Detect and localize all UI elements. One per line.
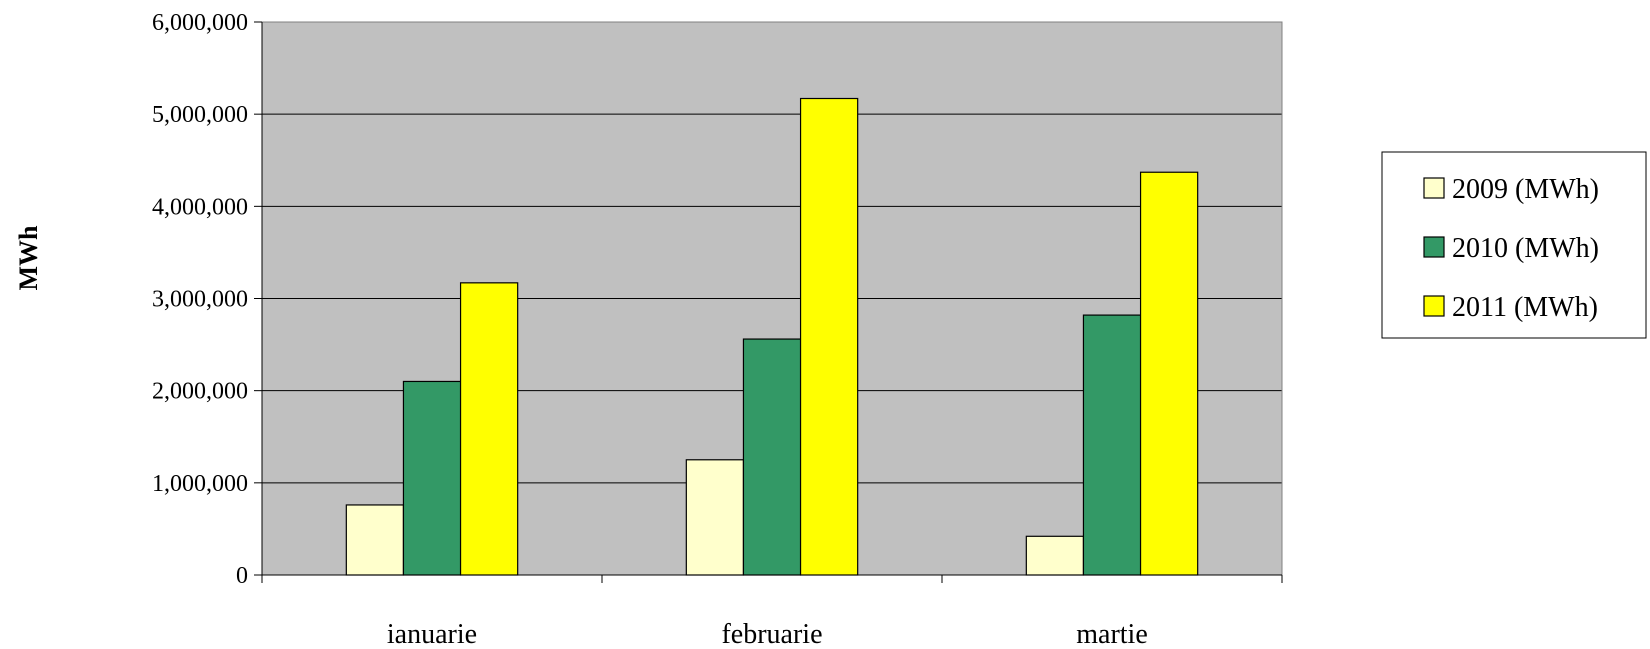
bar-2-martie [1082,314,1142,576]
legend-label: 2009 (MWh) [1452,174,1599,205]
y-tick-label: 6,000,000 [152,10,248,36]
bar-1-martie [1025,535,1085,576]
x-category-label: februarie [721,619,822,649]
bar-2-februarie [742,338,802,576]
y-tick-labels: 0 1,000,000 2,000,000 3,000,000 4,000,000 5,0… [152,10,248,589]
legend-swatch [1423,177,1445,199]
legend-swatch [1423,295,1445,317]
x-category-labels: ianuarie februarie martie [387,619,1148,649]
legend-swatch [1423,236,1445,258]
legend-label: 2011 (MWh) [1452,292,1598,323]
x-category-label: martie [1076,619,1148,649]
y-axis-label: MWh [14,225,43,291]
bar-3-februarie [799,97,859,576]
bar-2-ianuarie [402,380,462,576]
y-tick-label: 0 [236,563,248,589]
bar-3-ianuarie [459,282,519,576]
y-tick-label: 2,000,000 [152,379,248,405]
y-tick-label: 5,000,000 [152,102,248,128]
y-tick-label: 4,000,000 [152,194,248,220]
y-tick-label: 1,000,000 [152,471,248,497]
legend-label: 2010 (MWh) [1452,233,1599,264]
bars [345,97,1199,576]
bar-1-februarie [685,459,745,576]
y-tick-label: 3,000,000 [152,287,248,313]
axes [254,21,1283,583]
legend: 2009 (MWh) 2010 (MWh) 2011 (MWh) [1381,151,1647,339]
x-category-label: ianuarie [387,619,477,649]
bar-1-ianuarie [345,504,405,576]
bar-3-martie [1139,171,1199,576]
